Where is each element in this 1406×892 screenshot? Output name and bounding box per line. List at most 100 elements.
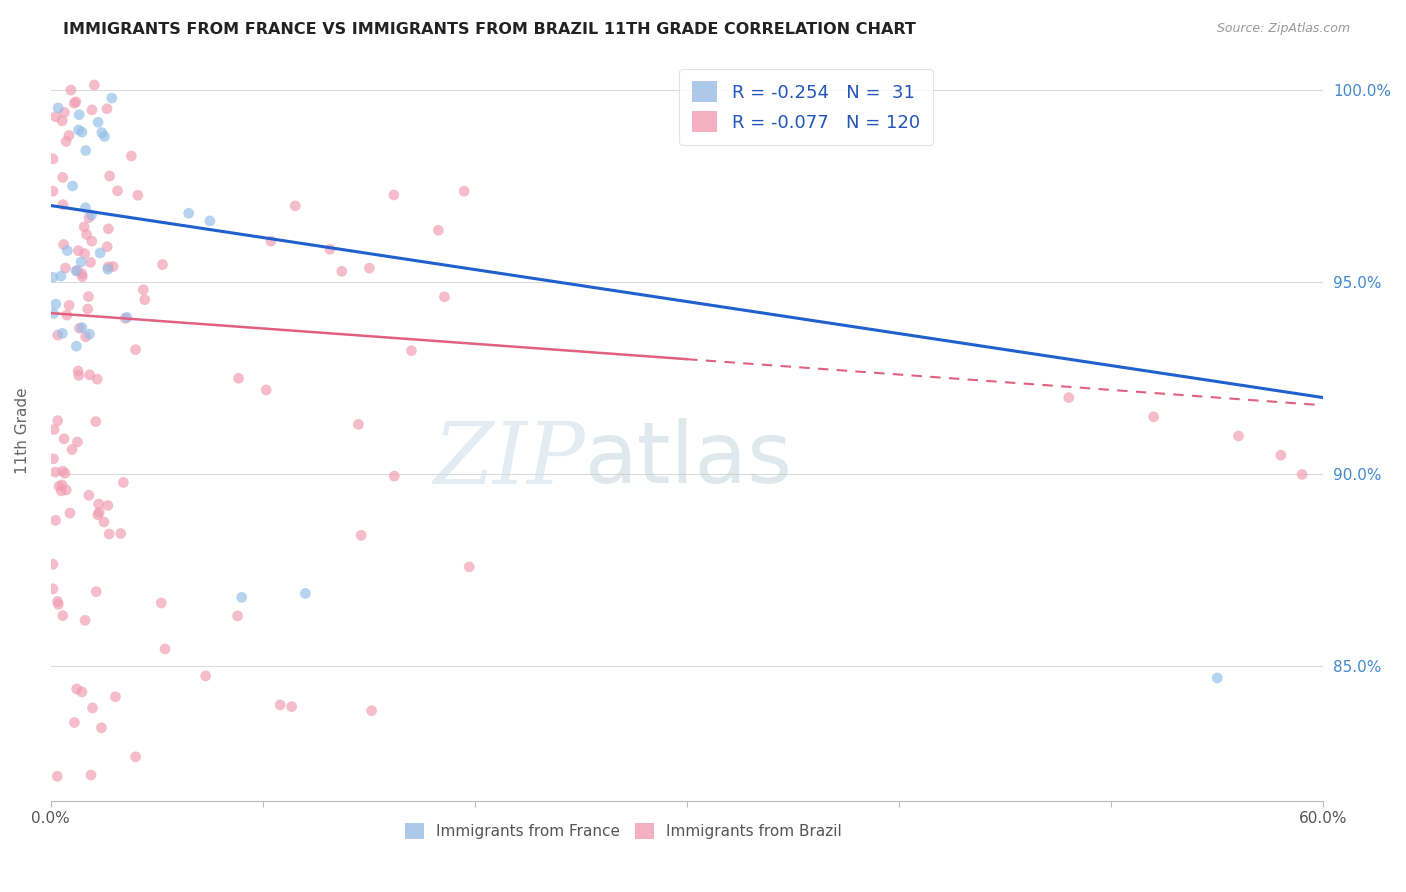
Point — [77, 488, 100, 502]
Point — [77, 211, 100, 225]
Point — [42, 152, 65, 166]
Point — [124, 749, 146, 764]
Point — [45, 513, 67, 527]
Point — [231, 591, 253, 605]
Point — [427, 223, 450, 237]
Point — [46, 101, 69, 115]
Point — [69, 321, 91, 335]
Point — [93, 129, 115, 144]
Point — [260, 234, 283, 248]
Point — [55, 261, 77, 276]
Point — [97, 260, 120, 274]
Point — [80, 208, 103, 222]
Point — [107, 184, 129, 198]
Point — [70, 267, 93, 281]
Point — [90, 126, 112, 140]
Point — [97, 499, 120, 513]
Point — [347, 417, 370, 432]
Point — [63, 96, 86, 111]
Point — [124, 343, 146, 357]
Point — [46, 769, 69, 783]
Point — [153, 642, 176, 657]
Point — [51, 326, 73, 341]
Point — [458, 559, 481, 574]
Point — [75, 613, 97, 627]
Point — [97, 262, 120, 277]
Point — [93, 515, 115, 529]
Point — [382, 469, 405, 483]
Point — [89, 246, 111, 260]
Point — [86, 372, 108, 386]
Legend: Immigrants from France, Immigrants from Brazil: Immigrants from France, Immigrants from … — [399, 817, 848, 845]
Point — [433, 290, 456, 304]
Point — [67, 123, 90, 137]
Point — [294, 586, 316, 600]
Text: ZIP: ZIP — [433, 418, 585, 501]
Point — [55, 135, 77, 149]
Point — [1057, 391, 1080, 405]
Point — [382, 188, 405, 202]
Point — [42, 184, 65, 198]
Point — [359, 261, 381, 276]
Point — [177, 206, 200, 220]
Point — [100, 91, 122, 105]
Point — [56, 244, 79, 258]
Point — [67, 244, 90, 258]
Point — [115, 310, 138, 325]
Point — [114, 311, 136, 326]
Point — [51, 478, 73, 492]
Point — [110, 526, 132, 541]
Point — [75, 201, 97, 215]
Point — [75, 144, 97, 158]
Point — [65, 339, 87, 353]
Point — [112, 475, 135, 490]
Point — [120, 149, 142, 163]
Point — [42, 558, 65, 572]
Point — [79, 255, 101, 269]
Point — [49, 268, 72, 283]
Point — [360, 704, 382, 718]
Point — [79, 327, 101, 342]
Point — [59, 83, 82, 97]
Point — [65, 95, 87, 109]
Point — [104, 690, 127, 704]
Point — [65, 264, 87, 278]
Point — [75, 330, 97, 344]
Point — [56, 308, 79, 322]
Point — [66, 681, 89, 696]
Point — [83, 78, 105, 92]
Point — [80, 234, 103, 248]
Point — [42, 451, 65, 466]
Point — [70, 685, 93, 699]
Point — [51, 483, 73, 498]
Point — [70, 125, 93, 139]
Y-axis label: 11th Grade: 11th Grade — [15, 387, 30, 474]
Point — [127, 188, 149, 202]
Point — [82, 701, 104, 715]
Point — [269, 698, 291, 712]
Point — [330, 264, 353, 278]
Point — [42, 582, 65, 596]
Point — [1227, 429, 1250, 443]
Point — [76, 301, 98, 316]
Point — [67, 364, 90, 378]
Point — [77, 289, 100, 303]
Point — [72, 269, 94, 284]
Point — [46, 414, 69, 428]
Point — [53, 467, 76, 481]
Point — [58, 298, 80, 312]
Point — [96, 102, 118, 116]
Point — [46, 328, 69, 343]
Point — [1142, 409, 1164, 424]
Point — [51, 464, 73, 478]
Point — [152, 258, 174, 272]
Point — [132, 283, 155, 297]
Point — [42, 307, 65, 321]
Point — [1291, 467, 1313, 482]
Point — [70, 320, 93, 334]
Point — [44, 422, 66, 436]
Point — [44, 465, 66, 479]
Point — [45, 297, 67, 311]
Point — [96, 240, 118, 254]
Point — [84, 584, 107, 599]
